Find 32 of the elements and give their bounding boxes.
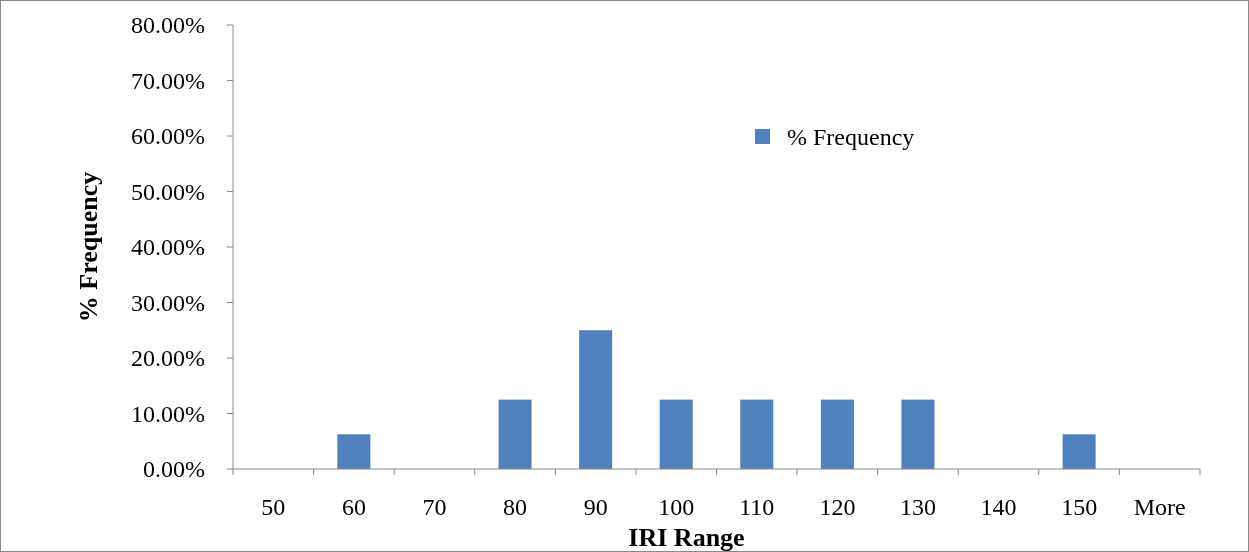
x-tick-label: 70 xyxy=(422,494,447,520)
x-tick-label: 80 xyxy=(503,494,528,520)
x-tick-label: 100 xyxy=(658,494,695,520)
bar xyxy=(1062,434,1096,469)
bar xyxy=(901,399,935,469)
y-tick-label: 60.00% xyxy=(131,123,205,150)
y-tick-label: 0.00% xyxy=(143,456,205,483)
bar xyxy=(498,399,532,469)
legend-label: % Frequency xyxy=(787,124,915,151)
bar xyxy=(337,434,371,469)
bar xyxy=(579,330,613,469)
x-axis-title: IRI Range xyxy=(628,523,745,552)
y-tick-label: 50.00% xyxy=(131,178,205,205)
x-tick-label: 130 xyxy=(899,494,936,520)
x-tick-label: 90 xyxy=(583,494,608,520)
x-tick-label: 110 xyxy=(739,494,775,520)
y-tick-label: 20.00% xyxy=(131,345,205,372)
y-tick-label: 70.00% xyxy=(131,67,205,94)
bar xyxy=(820,399,854,469)
y-axis-title: % Frequency xyxy=(74,171,103,323)
bar xyxy=(659,399,693,469)
x-tick-label: 50 xyxy=(261,494,286,520)
x-tick-label: 150 xyxy=(1061,494,1098,520)
y-tick-label: 40.00% xyxy=(131,234,205,261)
y-tick-label: 10.00% xyxy=(131,400,205,427)
y-tick-label: 80.00% xyxy=(131,12,205,39)
x-tick-label: 60 xyxy=(341,494,366,520)
x-tick-label: 140 xyxy=(980,494,1017,520)
y-tick-label: 30.00% xyxy=(131,289,205,316)
bar xyxy=(740,399,774,469)
x-tick-label: 120 xyxy=(819,494,856,520)
x-tick-label: More xyxy=(1133,494,1186,520)
